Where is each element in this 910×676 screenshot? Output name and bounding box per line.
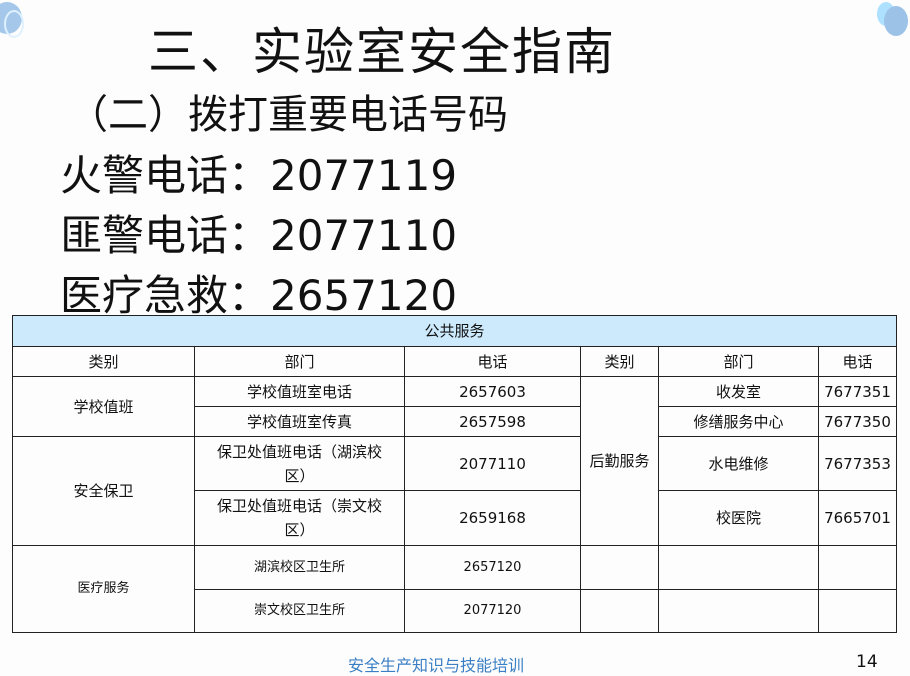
- dept-cell: 水电维修: [658, 436, 819, 491]
- page-title: 三、实验室安全指南: [148, 23, 616, 81]
- category-cell: 学校值班: [12, 376, 195, 437]
- empty-cell: [658, 545, 819, 590]
- table-row: 安全保卫 保卫处值班电话（湖滨校区） 2077110 水电维修 7677353: [12, 436, 898, 546]
- table-row: 学校值班 学校值班室电话 2657603 后勤服务 收发室 7677351: [12, 376, 898, 546]
- table-row: 保卫处值班电话（崇文校区） 2659168 校医院 7665701: [13, 490, 898, 546]
- dept-cell: 湖滨校区卫生所: [194, 545, 405, 590]
- phone-table: 公共服务 类别 部门 电话 类别 部门 电话 学校值班 学校值班室电话 2657…: [11, 315, 898, 633]
- table-row: 学校值班室传真 2657598 修缮服务中心 7677350: [13, 406, 898, 437]
- table-caption: 公共服务: [11, 315, 898, 347]
- medical-phone-line: 医疗急救：2657120: [60, 271, 458, 320]
- dept-cell: 崇文校区卫生所: [194, 589, 405, 633]
- category-cell: 后勤服务: [580, 376, 659, 546]
- phone-cell: 2659168: [404, 490, 581, 546]
- phone-cell: 7677350: [817, 406, 898, 437]
- col-header: 电话: [817, 346, 898, 377]
- phone-cell: 7677351: [817, 376, 898, 407]
- dept-cell: 收发室: [658, 376, 819, 407]
- category-cell: 医疗服务: [12, 545, 195, 633]
- category-cell: 安全保卫: [12, 436, 195, 546]
- dept-cell: 学校值班室传真: [194, 406, 405, 437]
- dept-cell: 修缮服务中心: [658, 406, 819, 437]
- police-phone-line: 匪警电话：2077110: [60, 211, 458, 260]
- dept-cell: 保卫处值班电话（湖滨校区）: [194, 436, 405, 491]
- decor-ring-icon: [4, 10, 24, 38]
- empty-cell: [580, 589, 659, 633]
- col-header: 电话: [404, 346, 581, 377]
- dept-cell: 校医院: [658, 490, 819, 546]
- phone-cell: 2077120: [404, 589, 581, 633]
- col-header: 类别: [580, 346, 659, 377]
- empty-cell: [658, 589, 819, 633]
- col-header: 部门: [658, 346, 819, 377]
- phone-cell: 2657598: [404, 406, 581, 437]
- phone-cell: 7677353: [817, 436, 898, 491]
- fire-phone-line: 火警电话：2077119: [60, 151, 458, 200]
- empty-cell: [580, 545, 659, 590]
- footer-text: 安全生产知识与技能培训: [348, 656, 525, 675]
- empty-cell: [817, 545, 898, 590]
- dept-cell: 保卫处值班电话（崇文校区）: [194, 490, 405, 546]
- col-header: 类别: [12, 346, 195, 377]
- dept-cell: 学校值班室电话: [194, 376, 405, 407]
- phone-cell: 7665701: [817, 490, 898, 546]
- decor-circle-icon: [884, 6, 908, 36]
- empty-cell: [817, 589, 898, 633]
- table-row: 崇文校区卫生所 2077120: [13, 589, 898, 633]
- phone-cell: 2657603: [404, 376, 581, 407]
- phone-cell: 2657120: [404, 545, 581, 590]
- phone-cell: 2077110: [404, 436, 581, 491]
- page-number: 14: [856, 652, 878, 672]
- table-row: 医疗服务 湖滨校区卫生所 2657120: [12, 545, 898, 633]
- col-header: 部门: [194, 346, 405, 377]
- subtitle: （二）拨打重要电话号码: [68, 92, 508, 138]
